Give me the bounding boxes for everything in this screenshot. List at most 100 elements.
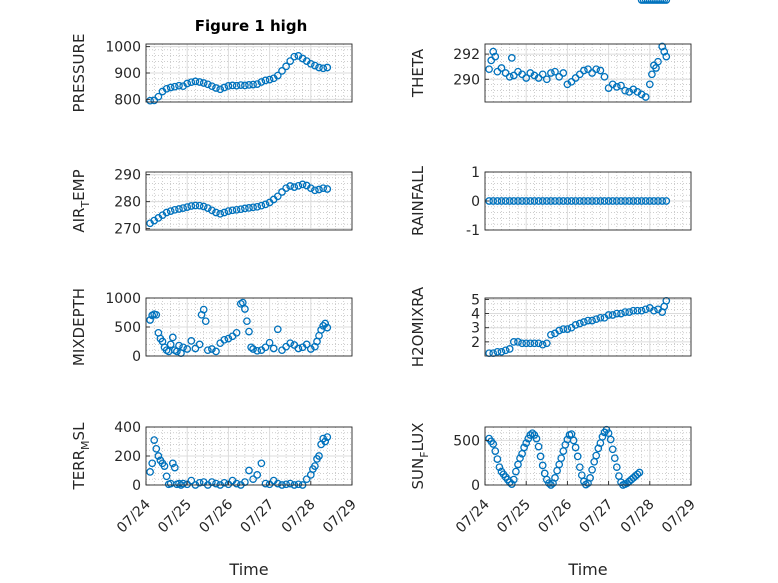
data-point: [542, 75, 551, 84]
data-point: [302, 340, 311, 349]
data-point: [170, 82, 179, 91]
data-point: [584, 65, 592, 74]
data-point: [166, 83, 175, 92]
data-point: [249, 203, 257, 212]
y-tick-label: 400: [114, 420, 141, 436]
data-point: [253, 202, 262, 211]
data-point: [306, 345, 315, 353]
data-point: [253, 346, 262, 355]
data-point: [191, 201, 200, 210]
data-point: [224, 82, 233, 90]
data-point: [633, 306, 642, 315]
data-point: [489, 440, 498, 448]
data-point: [212, 84, 220, 92]
data-point: [608, 311, 617, 319]
data-point: [212, 479, 220, 488]
data-point: [203, 204, 212, 212]
data-point: [518, 339, 526, 348]
data-point: [534, 197, 543, 205]
data-point: [245, 327, 253, 336]
data-point: [592, 451, 601, 460]
data-point: [187, 337, 196, 345]
data-point: [493, 197, 502, 205]
subplot-rainfall: -1 0 1 RAINFALL: [409, 165, 692, 239]
data-point: [261, 76, 270, 85]
data-point: [635, 468, 644, 477]
data-point: [148, 459, 157, 468]
y-tick-label: 290: [114, 168, 141, 184]
x-axis-label: Time: [567, 560, 607, 579]
data-point: [580, 318, 588, 326]
data-point: [526, 431, 535, 439]
data-point: [559, 325, 568, 333]
data-point: [179, 479, 187, 488]
data-point: [596, 313, 605, 322]
data-point: [323, 323, 332, 332]
x-tick-label: 07/29: [659, 497, 699, 537]
data-point: [615, 472, 623, 480]
data-point: [491, 52, 500, 61]
y-tick-label: 292: [453, 47, 480, 63]
y-axis-label: PRESSURE: [70, 34, 88, 113]
x-tick-label: 07/26: [196, 496, 236, 536]
data-point: [199, 305, 208, 314]
data-point: [542, 197, 551, 205]
data-point: [522, 74, 531, 82]
axes-box: [484, 43, 692, 103]
data-point: [286, 182, 295, 190]
data-point: [625, 308, 634, 316]
data-point: [571, 197, 580, 205]
data-point: [191, 344, 200, 353]
x-tick-label: 07/28: [279, 497, 319, 537]
data-point: [220, 83, 229, 92]
data-point: [553, 466, 561, 475]
data-point: [273, 192, 282, 201]
data-point: [629, 197, 638, 205]
x-tick-label: 07/26: [535, 496, 575, 536]
data-point: [545, 479, 553, 488]
y-tick-label: 200: [114, 449, 141, 465]
data-point: [224, 207, 233, 215]
data-point: [573, 452, 582, 461]
data-point: [232, 81, 241, 90]
axes-box: [145, 171, 353, 231]
data-point: [166, 207, 175, 215]
y-axis-label: RAINFALL: [409, 165, 427, 236]
data-point: [588, 197, 596, 205]
y-axis-label: SUNFLUX: [409, 423, 431, 490]
data-point: [575, 197, 584, 205]
y-tick-label: 280: [114, 195, 141, 211]
data-point: [175, 205, 183, 213]
data-point: [311, 462, 319, 470]
data-point: [160, 462, 169, 470]
data-point: [228, 81, 237, 90]
data-point: [203, 80, 212, 89]
data-point: [146, 316, 154, 324]
data-point: [598, 432, 607, 441]
data-point: [212, 347, 220, 356]
data-point: [547, 69, 555, 77]
data-point: [282, 184, 290, 193]
data-point: [606, 435, 615, 444]
data-point: [236, 81, 245, 89]
data-point: [571, 321, 580, 329]
data-point: [551, 197, 559, 205]
y-tick-label: 0: [132, 478, 141, 494]
data-point: [199, 79, 208, 87]
data-point: [315, 452, 323, 460]
y-tick-label: 5: [471, 292, 480, 308]
data-point: [311, 186, 319, 195]
figure-title: Figure 1 high: [195, 17, 308, 35]
data-point: [220, 335, 229, 344]
data-point: [282, 480, 290, 489]
data-point: [534, 442, 543, 451]
data-point: [516, 454, 524, 463]
subplot-pressure: 800 900 1000 PRESSURE: [70, 34, 353, 113]
data-point: [551, 474, 559, 482]
data-point: [612, 83, 621, 91]
data-point: [162, 84, 171, 93]
data-point: [302, 475, 311, 484]
data-point: [555, 197, 564, 205]
data-point: [555, 72, 564, 81]
data-point: [216, 85, 225, 94]
